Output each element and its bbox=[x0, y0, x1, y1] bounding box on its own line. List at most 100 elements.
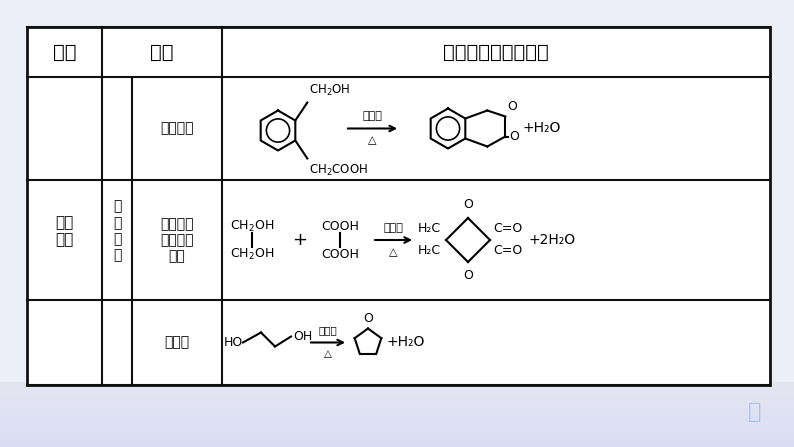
Bar bbox=[0, 427, 794, 428]
Text: H₂C: H₂C bbox=[418, 223, 441, 236]
Bar bbox=[0, 403, 794, 404]
Bar bbox=[0, 444, 794, 445]
Text: O: O bbox=[363, 312, 373, 325]
Bar bbox=[0, 441, 794, 442]
Text: HO: HO bbox=[224, 336, 243, 349]
Bar bbox=[0, 422, 794, 423]
Bar bbox=[0, 413, 794, 414]
Bar bbox=[0, 418, 794, 419]
Bar bbox=[0, 393, 794, 394]
Text: 类型: 类型 bbox=[52, 42, 76, 62]
Text: COOH: COOH bbox=[321, 248, 359, 261]
Text: +: + bbox=[292, 231, 307, 249]
Text: 举例: 举例 bbox=[150, 42, 174, 62]
Bar bbox=[0, 412, 794, 413]
Bar bbox=[0, 407, 794, 408]
Bar bbox=[0, 432, 794, 433]
Bar bbox=[0, 433, 794, 434]
Bar bbox=[0, 417, 794, 418]
Text: C=O: C=O bbox=[493, 245, 522, 257]
Bar bbox=[0, 410, 794, 411]
Text: C=O: C=O bbox=[493, 223, 522, 236]
Bar bbox=[0, 414, 794, 415]
Text: 生成醚: 生成醚 bbox=[164, 336, 190, 350]
Bar bbox=[0, 391, 794, 392]
Bar bbox=[0, 394, 794, 395]
Text: +H₂O: +H₂O bbox=[523, 122, 561, 135]
Bar bbox=[0, 424, 794, 425]
Bar bbox=[27, 27, 770, 385]
Text: CH$_2$OH: CH$_2$OH bbox=[310, 84, 351, 98]
Bar bbox=[0, 435, 794, 436]
Bar bbox=[0, 430, 794, 431]
Text: △: △ bbox=[324, 350, 332, 359]
Bar bbox=[0, 438, 794, 439]
Bar bbox=[0, 408, 794, 409]
Bar bbox=[0, 405, 794, 406]
Text: CH$_2$OH: CH$_2$OH bbox=[230, 219, 274, 233]
Bar bbox=[0, 429, 794, 430]
Bar bbox=[0, 416, 794, 417]
Bar bbox=[0, 387, 794, 388]
Bar bbox=[0, 400, 794, 401]
Text: 化学方程式或表达式: 化学方程式或表达式 bbox=[443, 42, 549, 62]
Bar bbox=[0, 396, 794, 397]
Bar bbox=[0, 386, 794, 387]
Bar bbox=[0, 384, 794, 385]
Bar bbox=[0, 443, 794, 444]
Text: 脱
水
反
应: 脱 水 反 应 bbox=[113, 200, 121, 262]
Text: O: O bbox=[463, 269, 473, 282]
Bar bbox=[0, 406, 794, 407]
Text: 成环
反应: 成环 反应 bbox=[56, 215, 74, 247]
Bar bbox=[0, 402, 794, 403]
Text: △: △ bbox=[368, 135, 376, 146]
Bar bbox=[0, 401, 794, 402]
Text: 生成内酯: 生成内酯 bbox=[160, 122, 194, 135]
Bar bbox=[0, 399, 794, 400]
Bar bbox=[0, 426, 794, 427]
Bar bbox=[0, 388, 794, 389]
Bar bbox=[0, 421, 794, 422]
Bar bbox=[0, 439, 794, 440]
Bar bbox=[0, 419, 794, 420]
Bar bbox=[0, 434, 794, 435]
Bar bbox=[0, 425, 794, 426]
Bar bbox=[0, 383, 794, 384]
Text: +H₂O: +H₂O bbox=[387, 336, 426, 350]
Text: CH$_2$OH: CH$_2$OH bbox=[230, 246, 274, 261]
Bar bbox=[0, 431, 794, 432]
Text: CH$_2$COOH: CH$_2$COOH bbox=[310, 163, 368, 177]
Bar bbox=[0, 389, 794, 390]
Bar bbox=[0, 440, 794, 441]
Bar bbox=[0, 446, 794, 447]
Bar bbox=[0, 398, 794, 399]
Bar bbox=[0, 437, 794, 438]
Text: 二元酸与
二元醇形
成酯: 二元酸与 二元醇形 成酯 bbox=[160, 217, 194, 263]
Bar bbox=[0, 423, 794, 424]
Text: OH: OH bbox=[293, 330, 312, 343]
Text: 浓硫酸: 浓硫酸 bbox=[318, 325, 337, 336]
Bar bbox=[0, 404, 794, 405]
Text: COOH: COOH bbox=[321, 219, 359, 232]
Bar bbox=[27, 27, 770, 385]
Text: O: O bbox=[509, 130, 519, 143]
Bar bbox=[0, 397, 794, 398]
Text: 浓硫酸: 浓硫酸 bbox=[384, 223, 403, 233]
Bar bbox=[0, 436, 794, 437]
Text: ⛩: ⛩ bbox=[748, 402, 761, 422]
Bar bbox=[0, 442, 794, 443]
Bar bbox=[0, 411, 794, 412]
Bar bbox=[0, 420, 794, 421]
Bar bbox=[0, 382, 794, 383]
Bar bbox=[0, 392, 794, 393]
Bar bbox=[0, 445, 794, 446]
Text: O: O bbox=[507, 100, 517, 113]
Text: H₂C: H₂C bbox=[418, 245, 441, 257]
Bar bbox=[0, 390, 794, 391]
Bar bbox=[0, 385, 794, 386]
Bar bbox=[0, 415, 794, 416]
Bar bbox=[0, 395, 794, 396]
Text: O: O bbox=[463, 198, 473, 211]
Bar bbox=[0, 409, 794, 410]
Text: 浓硫酸: 浓硫酸 bbox=[363, 111, 383, 122]
